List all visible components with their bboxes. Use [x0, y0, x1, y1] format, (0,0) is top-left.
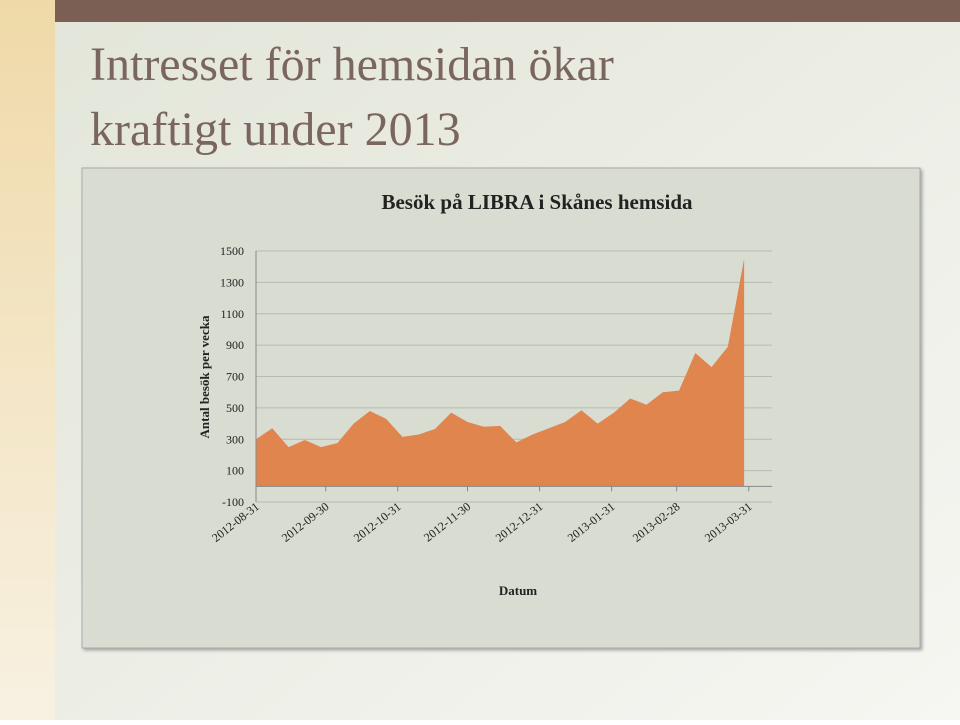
y-tick-label: 300 — [226, 432, 244, 446]
y-axis-label: Antal besök per vecka — [197, 315, 212, 438]
area — [256, 258, 745, 487]
y-tick-label: 900 — [226, 338, 244, 352]
top-bar — [55, 0, 960, 22]
y-tick-label: 100 — [226, 464, 244, 478]
slide-title: Intresset för hemsidan ökar — [90, 38, 614, 91]
side-strip — [0, 0, 55, 720]
y-tick-label: 1100 — [220, 307, 244, 321]
chart-title: Besök på LIBRA i Skånes hemsida — [381, 190, 693, 214]
slide-title: kraftigt under 2013 — [90, 103, 461, 156]
y-tick-label: 500 — [226, 401, 244, 415]
y-tick-label: 700 — [226, 370, 244, 384]
x-axis-label: Datum — [499, 583, 537, 598]
y-tick-label: -100 — [222, 495, 244, 509]
y-tick-label: 1500 — [220, 244, 244, 258]
y-tick-label: 1300 — [220, 275, 244, 289]
